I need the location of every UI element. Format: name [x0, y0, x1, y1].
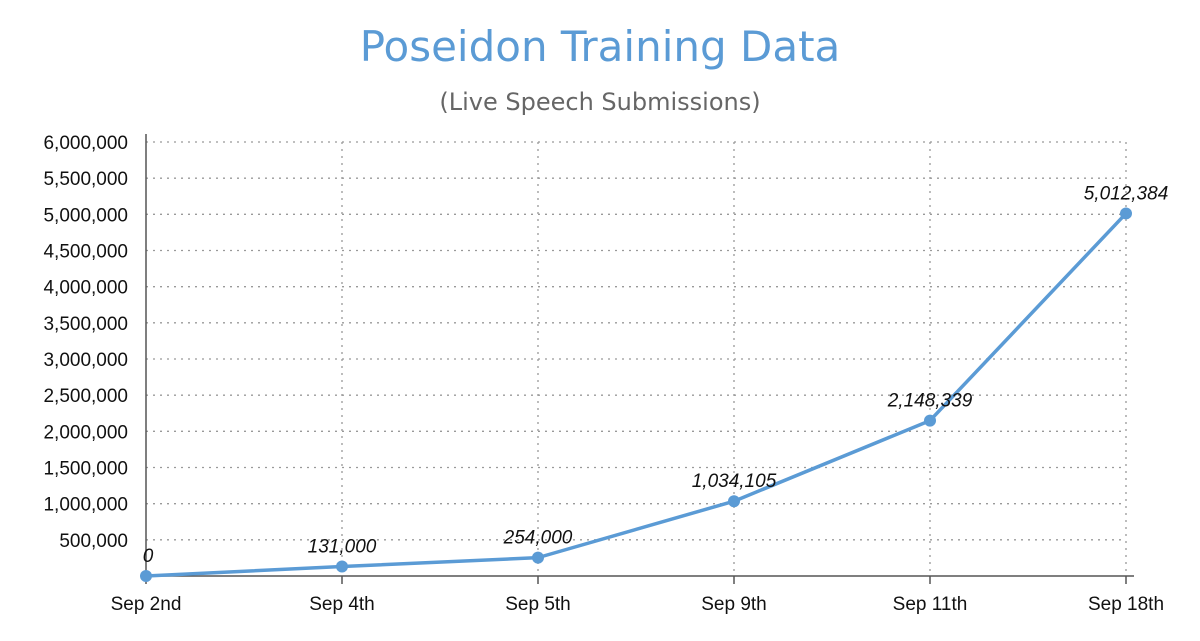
y-tick-label: 1,000,000 — [43, 495, 128, 516]
data-point — [728, 495, 740, 508]
y-tick-label: 4,500,000 — [43, 242, 128, 263]
y-tick-label: 3,500,000 — [43, 314, 128, 335]
data-label: 131,000 — [308, 537, 377, 558]
y-tick-label: 2,500,000 — [43, 386, 128, 407]
x-tick-label: Sep 9th — [701, 594, 767, 615]
data-label: 254,000 — [503, 528, 573, 549]
data-point — [140, 570, 152, 582]
x-tick-label: Sep 11th — [893, 594, 968, 615]
series-line — [144, 211, 1128, 578]
y-tick-label: 5,000,000 — [43, 205, 128, 226]
y-tick-label: 5,500,000 — [43, 169, 128, 190]
y-tick-label: 500,000 — [59, 531, 128, 552]
data-point — [336, 560, 348, 573]
x-tick-label: Sep 2nd — [111, 594, 182, 615]
data-point — [1120, 207, 1132, 220]
data-label: 5,012,384 — [1084, 183, 1169, 204]
y-tick-label: 3,000,000 — [43, 350, 128, 371]
data-label: 2,148,339 — [887, 391, 973, 412]
y-tick-label: 4,000,000 — [43, 278, 128, 299]
y-tick-label: 1,500,000 — [43, 459, 128, 480]
data-label: 0 — [143, 546, 154, 567]
chart-subtitle: (Live Speech Submissions) — [439, 88, 761, 116]
data-point — [532, 551, 544, 564]
x-tick-label: Sep 18th — [1088, 594, 1164, 615]
y-tick-label: 2,000,000 — [43, 422, 128, 443]
chart-title: Poseidon Training Data — [359, 22, 841, 71]
data-point — [924, 414, 936, 427]
x-tick-label: Sep 4th — [309, 594, 375, 615]
data-label: 1,034,105 — [692, 471, 777, 492]
x-tick-label: Sep 5th — [505, 594, 571, 615]
y-tick-label: 6,000,000 — [43, 133, 128, 154]
